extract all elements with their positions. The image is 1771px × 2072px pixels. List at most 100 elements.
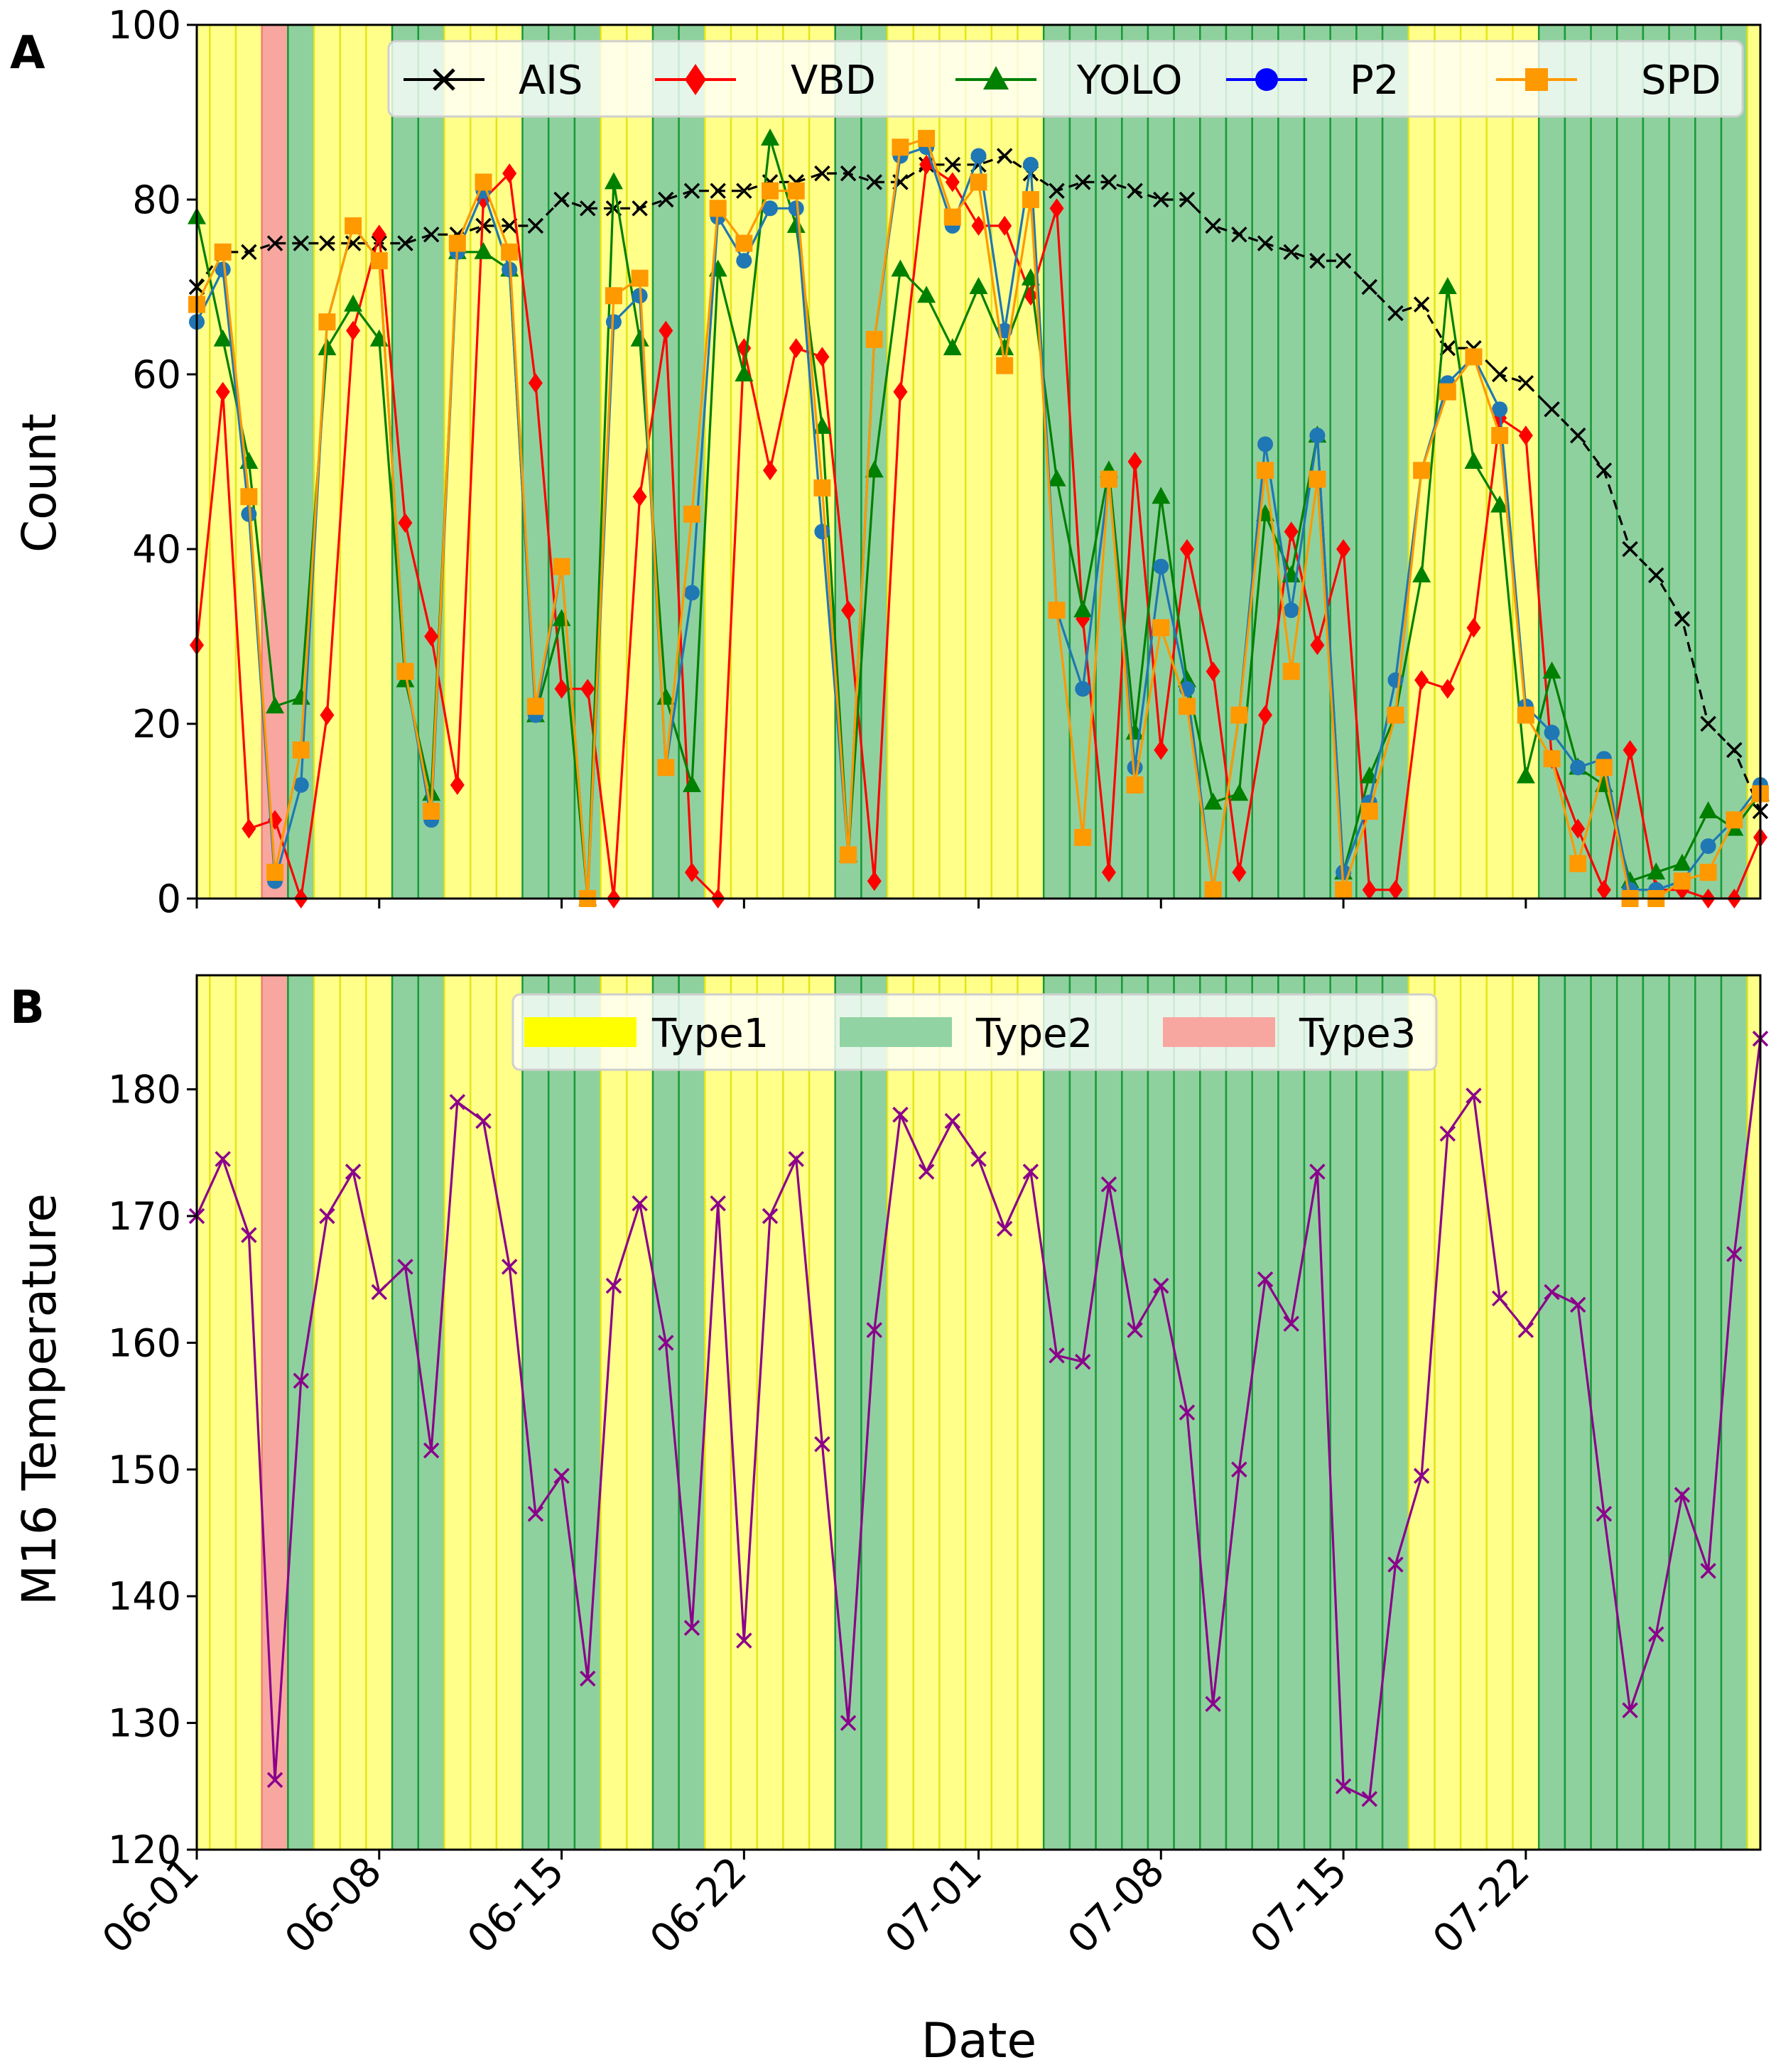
data-point (553, 191, 570, 208)
data-point (1022, 1164, 1039, 1180)
day-band (990, 975, 1019, 1850)
data-point (867, 871, 882, 891)
day-band (573, 975, 602, 1850)
data-point (1413, 462, 1431, 479)
data-point (1101, 862, 1116, 883)
data-point (1596, 462, 1613, 479)
data-point (762, 1208, 779, 1225)
day-band (1720, 25, 1748, 899)
panel-a-ylabel: Count (12, 413, 67, 553)
data-point (1542, 661, 1561, 679)
day-band (1381, 25, 1410, 899)
day-band (782, 25, 811, 899)
day-band (1459, 975, 1488, 1850)
day-band (1746, 25, 1760, 899)
data-point (709, 200, 727, 217)
day-band (808, 975, 837, 1850)
data-point (1388, 879, 1403, 900)
data-point (1203, 792, 1223, 810)
data-point (786, 215, 806, 233)
data-point (292, 741, 310, 759)
data-point (970, 173, 987, 191)
data-point (762, 182, 779, 200)
x-tick-label-07-22: 07-22 (1424, 1848, 1539, 1963)
data-point (1152, 487, 1171, 504)
data-point (1284, 521, 1299, 542)
data-point (214, 243, 232, 261)
data-point (448, 234, 466, 252)
data-point (1075, 680, 1091, 697)
data-point (684, 862, 699, 883)
data-point (865, 330, 883, 348)
data-point (1178, 698, 1196, 715)
data-point (241, 506, 257, 522)
data-point (1231, 1461, 1247, 1478)
data-point (449, 1094, 466, 1110)
data-point (266, 864, 284, 882)
data-point (1074, 1353, 1091, 1370)
data-point (944, 156, 961, 173)
day-band (1615, 975, 1645, 1850)
y-tick-label: 180 (108, 1068, 181, 1112)
background-layer (197, 25, 1760, 1850)
day-band (1642, 25, 1670, 899)
x-tick-label-07-15: 07-15 (1242, 1848, 1356, 1963)
data-point (1258, 705, 1273, 725)
data-point (1153, 191, 1169, 208)
data-point (1387, 672, 1404, 688)
data-point (943, 338, 962, 356)
data-point (502, 163, 517, 184)
data-point (840, 846, 857, 864)
data-point (1048, 602, 1066, 619)
day-band (1121, 975, 1149, 1850)
day-band (808, 25, 837, 899)
data-point (632, 487, 647, 507)
day-band (1303, 25, 1331, 899)
data-point (658, 191, 674, 208)
day-band (626, 975, 654, 1850)
x-tick-label-06-15: 06-15 (459, 1848, 573, 1963)
data-point (344, 294, 363, 312)
data-point (240, 488, 258, 506)
data-point (814, 524, 830, 540)
data-point (397, 1259, 413, 1275)
data-point (813, 479, 831, 497)
day-band (209, 25, 237, 899)
data-point (763, 460, 778, 481)
day-band (938, 25, 967, 899)
day-band (469, 975, 498, 1850)
day-band (365, 975, 394, 1850)
day-band (1042, 975, 1071, 1850)
day-band (1590, 975, 1618, 1850)
data-point (1049, 183, 1065, 199)
day-band (1017, 975, 1045, 1850)
data-point (1672, 853, 1691, 871)
data-point (1283, 244, 1299, 261)
data-point (1673, 872, 1691, 890)
data-point (215, 381, 230, 402)
legend-swatch-type1 (524, 1017, 637, 1047)
legend-swatch-type3 (1163, 1017, 1275, 1047)
data-point (918, 1164, 935, 1180)
data-point (474, 242, 493, 259)
data-point (1074, 828, 1092, 846)
day-band (1485, 975, 1514, 1850)
day-band (1746, 975, 1760, 1850)
x-tick-label-07-01: 07-01 (877, 1848, 991, 1963)
y-tick-label: 80 (132, 178, 181, 222)
data-point (840, 165, 857, 182)
data-point (683, 1620, 700, 1637)
x-tick-label-06-08: 06-08 (276, 1848, 391, 1963)
data-point (996, 148, 1013, 164)
data-point (1206, 661, 1220, 682)
day-band (521, 25, 550, 899)
y-tick-label: 140 (108, 1574, 181, 1619)
data-point (761, 128, 780, 146)
data-point (605, 287, 622, 305)
data-point (1310, 635, 1325, 656)
data-point (1440, 678, 1455, 699)
data-point (423, 803, 440, 820)
day-band (730, 975, 758, 1850)
data-point (1127, 183, 1143, 199)
